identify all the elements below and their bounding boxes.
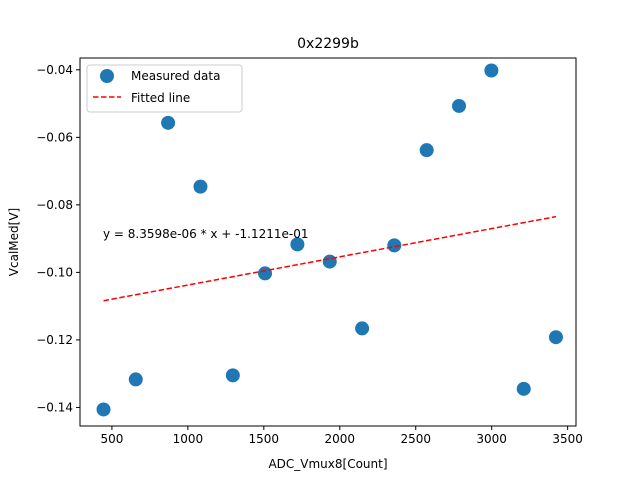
y-tick-label: −0.04 <box>36 63 73 77</box>
legend-label-measured: Measured data <box>131 69 220 83</box>
data-point <box>161 115 176 130</box>
y-tick-label: −0.12 <box>36 333 73 347</box>
data-point <box>484 63 499 78</box>
data-point <box>322 254 337 269</box>
x-tick-label: 1500 <box>249 432 280 446</box>
data-point <box>452 98 467 113</box>
chart-title: 0x2299b <box>297 36 359 52</box>
legend-marker-measured <box>100 69 114 83</box>
data-point <box>128 372 143 387</box>
x-tick-label: 500 <box>100 432 123 446</box>
data-point <box>193 179 208 194</box>
data-point <box>387 238 402 253</box>
data-point <box>258 266 273 281</box>
data-point <box>355 321 370 336</box>
y-tick-label: −0.10 <box>36 265 73 279</box>
y-tick-label: −0.14 <box>36 400 73 414</box>
fit-equation-annotation: y = 8.3598e-06 * x + -1.1211e-01 <box>103 227 308 241</box>
data-point <box>225 368 240 383</box>
data-point <box>548 330 563 345</box>
data-point <box>290 237 305 252</box>
legend-box <box>86 64 243 113</box>
fit-line-layer <box>103 215 557 302</box>
y-tick-label: −0.08 <box>36 198 73 212</box>
points-layer <box>96 63 563 417</box>
y-axis-ticks: −0.14 −0.12 −0.10 −0.08 −0.06 −0.04 <box>36 63 80 414</box>
legend: Measured data Fitted line <box>86 64 243 113</box>
data-point <box>516 381 531 396</box>
y-axis-label: VcalMed[V] <box>7 208 21 276</box>
data-point <box>96 402 111 417</box>
x-axis-label: ADC_Vmux8[Count] <box>268 457 387 471</box>
x-tick-label: 3000 <box>476 432 507 446</box>
plot-frame <box>79 57 577 427</box>
x-tick-label: 2500 <box>400 432 431 446</box>
x-tick-label: 3500 <box>552 432 583 446</box>
x-tick-label: 2000 <box>324 432 355 446</box>
data-point <box>419 143 434 158</box>
y-tick-label: −0.06 <box>36 130 73 144</box>
fitted-line <box>103 215 557 302</box>
legend-label-fitted: Fitted line <box>131 91 190 105</box>
x-tick-label: 1000 <box>173 432 204 446</box>
x-axis-ticks: 500 1000 1500 2000 2500 3000 3500 <box>100 426 583 446</box>
